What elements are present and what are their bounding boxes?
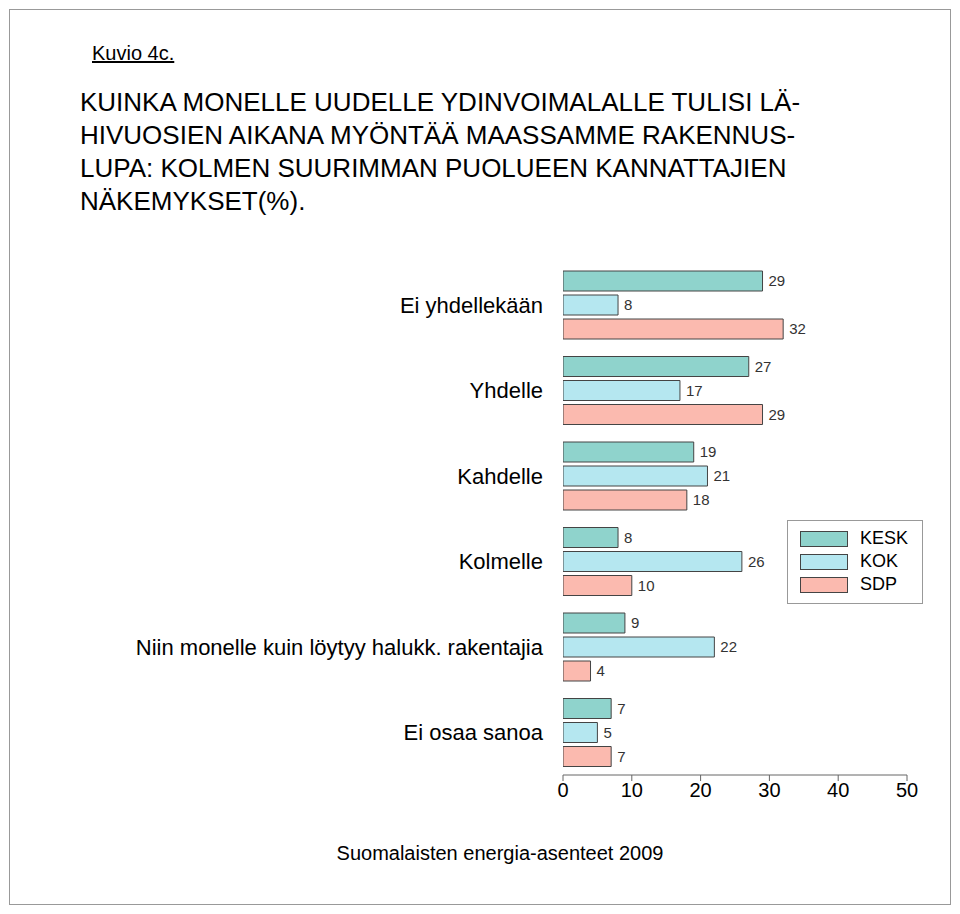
html-text:HIVUOSIEN AIKANA MYÖNTÄÄ MAASS: HIVUOSIEN AIKANA MYÖNTÄÄ MAASSAMME RAKEN… (80, 120, 796, 150)
html-text:KESK: KESK (860, 528, 908, 548)
html-text:LUPA: KOLMEN SUURIMMAN PUOLUEE: LUPA: KOLMEN SUURIMMAN PUOLUEEN KANNATTA… (80, 153, 787, 183)
svg-text:10: 10 (638, 577, 655, 594)
svg-text:Kahdelle: Kahdelle (457, 464, 543, 489)
html-text:Suomalaisten energia-asenteet: Suomalaisten energia-asenteet 2009 (336, 842, 664, 864)
svg-text:Kolmelle: Kolmelle (459, 549, 543, 574)
svg-text:18: 18 (693, 491, 710, 508)
svg-text:29: 29 (769, 272, 786, 289)
svg-text:29: 29 (769, 406, 786, 423)
svg-text:Yhdelle: Yhdelle (470, 378, 543, 403)
svg-text:7: 7 (617, 748, 625, 765)
svg-text:30: 30 (758, 779, 780, 801)
svg-text:7: 7 (617, 700, 625, 717)
svg-text:21: 21 (713, 467, 730, 484)
svg-text:50: 50 (896, 779, 918, 801)
svg-text:0: 0 (557, 779, 568, 801)
svg-text:9: 9 (631, 614, 639, 631)
svg-text:20: 20 (689, 779, 711, 801)
svg-text:17: 17 (686, 382, 703, 399)
svg-text:8: 8 (624, 529, 632, 546)
svg-text:22: 22 (720, 638, 737, 655)
svg-text:10: 10 (621, 779, 643, 801)
svg-text:Ei yhdellekään: Ei yhdellekään (400, 293, 543, 318)
svg-text:Niin monelle kuin löytyy haluk: Niin monelle kuin löytyy halukk. rakenta… (136, 635, 544, 660)
svg-text:19: 19 (700, 443, 717, 460)
svg-text:40: 40 (827, 779, 849, 801)
svg-text:27: 27 (755, 358, 772, 375)
svg-text:5: 5 (603, 724, 611, 741)
svg-text:26: 26 (748, 553, 765, 570)
html-text:NÄKEMYKSET(%).: NÄKEMYKSET(%). (80, 186, 306, 216)
svg-text:8: 8 (624, 296, 632, 313)
svg-text:32: 32 (789, 320, 806, 337)
html-text:Kuvio 4c.: Kuvio 4c. (92, 42, 175, 64)
html-text:KOK: KOK (860, 551, 898, 571)
html-text:SDP: SDP (860, 574, 897, 594)
html-text:KUINKA MONELLE UUDELLE YDINVOI: KUINKA MONELLE UUDELLE YDINVOIMALALLE TU… (80, 87, 801, 117)
svg-text:4: 4 (597, 662, 605, 679)
svg-text:Ei osaa sanoa: Ei osaa sanoa (404, 720, 544, 745)
